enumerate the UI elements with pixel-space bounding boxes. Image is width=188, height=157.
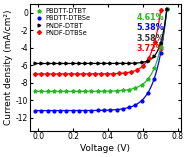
PNDF-DTBSe: [46, 73, 48, 75]
PNDF-DTBSe: [94, 73, 96, 75]
PBDTT-DTBT: [40, 90, 42, 92]
PBDTT-DTBT: [122, 89, 124, 91]
PBDTT-DTBT: [59, 90, 61, 92]
PBDTT-DTBSe: [128, 107, 130, 108]
PBDTT-DTBSe: [103, 109, 105, 111]
PNDF-DTBSe: [160, 9, 162, 11]
Line: PNDF-DTBT: PNDF-DTBT: [33, 8, 168, 65]
PNDF-DTBSe: [148, 57, 150, 59]
PBDTT-DTBSe: [147, 92, 149, 93]
PNDF-DTBSe: [82, 73, 84, 75]
PNDF-DTBT: [103, 62, 105, 64]
PBDTT-DTBT: [65, 90, 67, 92]
PNDF-DTBT: [160, 42, 162, 44]
PNDF-DTBSe: [142, 65, 144, 67]
PNDF-DTBT: [122, 62, 124, 64]
PNDF-DTBT: [166, 8, 168, 10]
PNDF-DTBSe: [124, 72, 126, 74]
PBDTT-DTBSe: [166, 8, 168, 10]
PNDF-DTBT: [116, 62, 118, 64]
Text: 4.61%: 4.61%: [137, 13, 164, 22]
PBDTT-DTBT: [109, 90, 111, 92]
X-axis label: Voltage (V): Voltage (V): [80, 144, 130, 153]
PNDF-DTBSe: [118, 73, 120, 74]
Text: 3.72%: 3.72%: [137, 44, 164, 53]
PBDTT-DTBT: [72, 90, 74, 92]
PBDTT-DTBT: [96, 90, 99, 92]
PNDF-DTBSe: [136, 69, 138, 71]
PNDF-DTBT: [153, 55, 155, 57]
PBDTT-DTBSe: [153, 78, 155, 80]
Text: 3.58%: 3.58%: [137, 34, 164, 43]
PNDF-DTBT: [78, 62, 80, 64]
PBDTT-DTBSe: [34, 110, 36, 111]
PBDTT-DTBSe: [53, 110, 55, 111]
PBDTT-DTBSe: [46, 110, 49, 111]
PNDF-DTBSe: [58, 73, 60, 75]
PNDF-DTBT: [72, 62, 74, 64]
PNDF-DTBSe: [70, 73, 72, 75]
PBDTT-DTBT: [34, 90, 36, 92]
PBDTT-DTBT: [140, 84, 143, 86]
PBDTT-DTBT: [147, 78, 149, 80]
PBDTT-DTBSe: [116, 109, 118, 111]
PBDTT-DTBSe: [40, 110, 42, 111]
PBDTT-DTBSe: [122, 108, 124, 110]
PBDTT-DTBSe: [84, 110, 86, 111]
PBDTT-DTBT: [166, 8, 168, 10]
PNDF-DTBSe: [154, 41, 156, 43]
PNDF-DTBT: [147, 60, 149, 62]
PNDF-DTBT: [34, 62, 36, 64]
PNDF-DTBT: [53, 62, 55, 64]
PNDF-DTBSe: [112, 73, 114, 75]
PNDF-DTBSe: [130, 71, 132, 73]
Legend: PBDTT-DTBT, PBDTT-DTBSe, PNDF-DTBT, PNDF-DTBSe: PBDTT-DTBT, PBDTT-DTBSe, PNDF-DTBT, PNDF…: [33, 8, 92, 36]
PNDF-DTBT: [140, 62, 143, 63]
PNDF-DTBSe: [52, 73, 54, 75]
PBDTT-DTBSe: [96, 109, 99, 111]
PBDTT-DTBT: [103, 90, 105, 92]
PNDF-DTBT: [59, 62, 61, 64]
PNDF-DTBSe: [76, 73, 78, 75]
PBDTT-DTBSe: [78, 110, 80, 111]
PBDTT-DTBT: [46, 90, 49, 92]
PBDTT-DTBSe: [160, 52, 162, 54]
PNDF-DTBT: [96, 62, 99, 64]
PBDTT-DTBT: [153, 67, 155, 69]
PNDF-DTBT: [90, 62, 93, 64]
PBDTT-DTBSe: [65, 110, 67, 111]
PNDF-DTBT: [65, 62, 67, 64]
PBDTT-DTBT: [134, 87, 137, 89]
PBDTT-DTBSe: [109, 109, 111, 111]
Y-axis label: Current density (mA/cm²): Current density (mA/cm²): [4, 10, 13, 125]
PBDTT-DTBT: [160, 46, 162, 48]
PNDF-DTBSe: [100, 73, 102, 75]
PBDTT-DTBT: [90, 90, 93, 92]
PNDF-DTBT: [46, 62, 49, 64]
Line: PBDTT-DTBT: PBDTT-DTBT: [33, 7, 169, 93]
PBDTT-DTBT: [84, 90, 86, 92]
PBDTT-DTBT: [116, 90, 118, 92]
PNDF-DTBSe: [106, 73, 108, 75]
PNDF-DTBSe: [64, 73, 66, 75]
PNDF-DTBT: [40, 62, 42, 64]
PNDF-DTBSe: [40, 73, 42, 75]
PBDTT-DTBSe: [140, 100, 143, 102]
PNDF-DTBSe: [88, 73, 90, 75]
Line: PBDTT-DTBSe: PBDTT-DTBSe: [33, 8, 168, 112]
PBDTT-DTBSe: [134, 104, 137, 106]
Line: PNDF-DTBSe: PNDF-DTBSe: [33, 9, 162, 75]
PBDTT-DTBT: [78, 90, 80, 92]
PNDF-DTBT: [128, 62, 130, 64]
PBDTT-DTBSe: [90, 110, 93, 111]
PNDF-DTBT: [134, 62, 137, 64]
PBDTT-DTBT: [53, 90, 55, 92]
Text: 5.38%: 5.38%: [137, 23, 164, 32]
PNDF-DTBT: [84, 62, 86, 64]
PBDTT-DTBSe: [59, 110, 61, 111]
PNDF-DTBSe: [34, 73, 36, 75]
PBDTT-DTBSe: [72, 110, 74, 111]
PNDF-DTBT: [109, 62, 111, 64]
PBDTT-DTBT: [128, 89, 130, 90]
